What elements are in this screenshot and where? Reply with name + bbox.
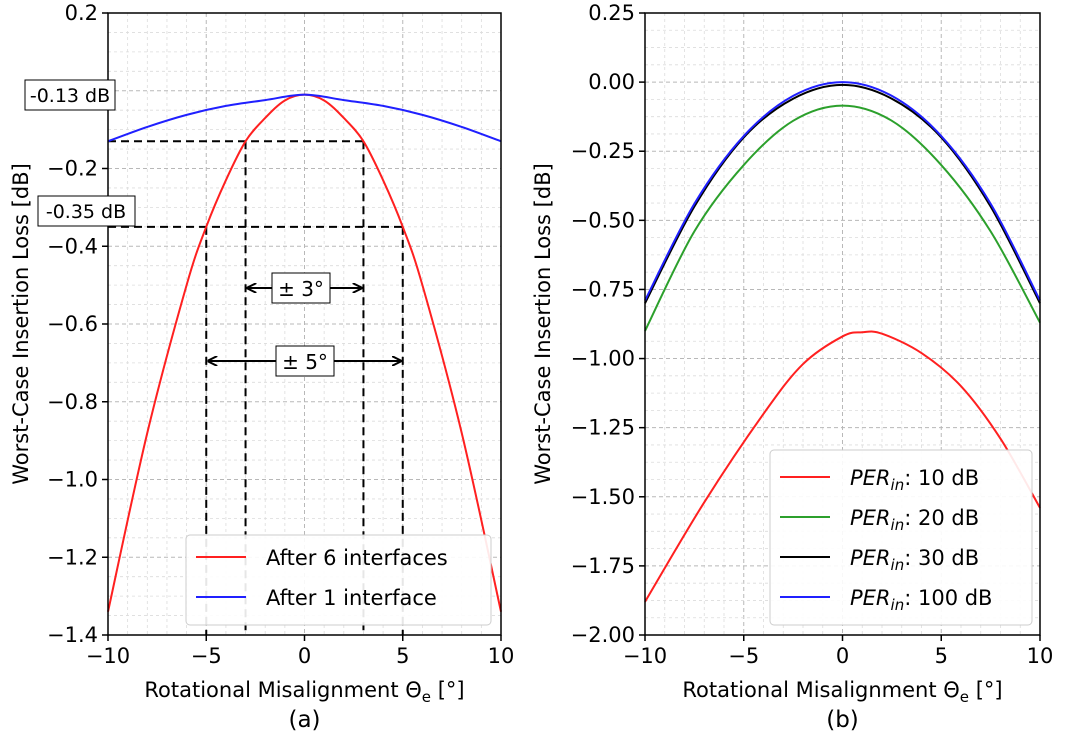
y-axis-label: Worst-Case Insertion Loss [dB] <box>9 163 33 485</box>
y-tick-label: −0.8 <box>47 390 98 414</box>
series-line-3 <box>644 81 1041 301</box>
y-tick-label: 0.00 <box>588 70 635 94</box>
y-tick-label: −0.75 <box>571 277 635 301</box>
panel-a: ± 3° ± 5° −10 −5 0 5 10 0.2 −0.2 −0.4 −0.6 −0.8 −1.0… <box>9 1 514 733</box>
panel-label: (b) <box>826 707 859 733</box>
legend-label: After 1 interface <box>266 586 437 610</box>
legend-label: PERin: 20 dB <box>850 506 979 534</box>
label-035: -0.35 dB <box>46 201 126 223</box>
label-035-box <box>37 195 136 227</box>
y-tick-label: 0.25 <box>588 1 635 25</box>
x-axis-label-sub: e <box>422 688 431 706</box>
x-axis-label-unit: [°] <box>431 678 465 702</box>
x-tick-label: 10 <box>488 644 515 668</box>
pm3-box <box>271 272 331 304</box>
x-axis-label-sub: e <box>960 688 969 706</box>
legend-label-rest: : 30 dB <box>904 546 979 570</box>
panel-b: −10 −5 0 5 10 0.25 0.00 −0.25 −0.50 −0.75 −1.00 −1.… <box>531 1 1053 733</box>
y-tick-label: −0.6 <box>47 312 98 336</box>
y-tick-label: −1.75 <box>571 554 635 578</box>
legend-label-name: PER <box>850 506 891 530</box>
panel-label: (a) <box>288 707 320 733</box>
y-tick-label: −1.2 <box>47 545 98 569</box>
x-tick-label: 5 <box>396 644 409 668</box>
x-axis-label-unit: [°] <box>969 678 1003 702</box>
legend-label-rest: : 10 dB <box>904 466 979 490</box>
x-tick-label: −5 <box>191 644 222 668</box>
x-tick-label: −5 <box>728 644 759 668</box>
x-tick-label: 0 <box>298 644 311 668</box>
x-tick-label: −10 <box>86 644 130 668</box>
legend-label-sub: in <box>891 516 905 534</box>
series-line-0 <box>644 330 1041 603</box>
legend-box <box>185 534 492 626</box>
pm5-box <box>275 345 335 377</box>
legend: After 6 interfaces After 1 interface <box>185 534 492 626</box>
series-line-1 <box>644 104 1041 332</box>
legend-label: PERin: 100 dB <box>850 586 992 614</box>
x-tick-label: 10 <box>1027 644 1054 668</box>
x-axis-label-main: Rotational Misalignment Θ <box>144 678 421 702</box>
x-tick-label: −10 <box>623 644 667 668</box>
x-axis-label-main: Rotational Misalignment Θ <box>682 678 959 702</box>
legend-label-rest: : 20 dB <box>904 506 979 530</box>
series-line-2 <box>644 83 1041 304</box>
series-line-1 <box>107 93 502 143</box>
legend-label: PERin: 10 dB <box>850 466 979 494</box>
pm3-label: ± 3° <box>278 277 324 301</box>
legend-label-name: PER <box>850 586 891 610</box>
legend-label-rest: : 100 dB <box>904 586 992 610</box>
y-tick-label: −1.00 <box>571 347 635 371</box>
y-tick-label: −1.4 <box>47 623 98 647</box>
legend-box <box>769 449 1033 626</box>
series-group <box>644 81 1041 603</box>
series-group <box>107 93 502 612</box>
x-axis-label: Rotational Misalignment Θe [°] <box>144 678 464 706</box>
y-tick-label: −1.25 <box>571 416 635 440</box>
y-tick-label: 0.2 <box>65 1 98 25</box>
y-tick-label: −1.0 <box>47 468 98 492</box>
y-tick-label: −0.50 <box>571 208 635 232</box>
legend-label-sub: in <box>891 556 905 574</box>
legend-label-sub: in <box>891 596 905 614</box>
label-013-box <box>24 79 116 111</box>
label-013: -0.13 dB <box>30 85 110 107</box>
legend-label: PERin: 30 dB <box>850 546 979 574</box>
y-axis-label: Worst-Case Insertion Loss [dB] <box>531 163 555 485</box>
legend-label-sub: in <box>891 476 905 494</box>
y-tick-label: −2.00 <box>571 623 635 647</box>
legend-label-name: PER <box>850 466 891 490</box>
x-tick-label: 5 <box>935 644 948 668</box>
y-tick-label: −0.2 <box>47 157 98 181</box>
x-tick-label: 0 <box>836 644 849 668</box>
pm5-label: ± 5° <box>282 350 328 374</box>
legend-label: After 6 interfaces <box>266 546 448 570</box>
y-tick-label: −1.50 <box>571 485 635 509</box>
x-axis-label: Rotational Misalignment Θe [°] <box>682 678 1002 706</box>
y-tick-label: −0.4 <box>47 234 98 258</box>
y-tick-label: −0.25 <box>571 139 635 163</box>
legend-label-name: PER <box>850 546 891 570</box>
db-labels: -0.13 dB -0.35 dB <box>24 79 136 227</box>
